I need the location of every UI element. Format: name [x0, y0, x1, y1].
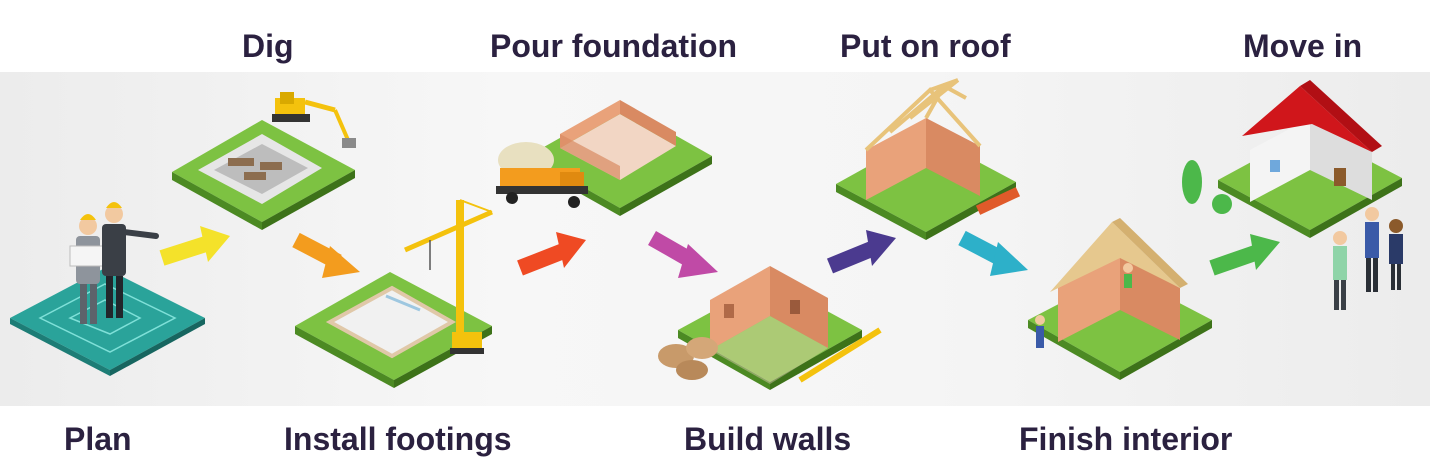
excavator-icon	[172, 92, 356, 230]
cement-mixer-icon	[496, 100, 712, 216]
brick-walls-icon	[658, 266, 882, 390]
step-label-pour-foundation: Pour foundation	[490, 28, 738, 64]
arrow-5	[826, 240, 878, 274]
step-label-install-footings: Install footings	[284, 421, 512, 457]
step-label-finish-interior: Finish interior	[1019, 421, 1233, 457]
step-label-put-on-roof: Put on roof	[840, 28, 1011, 64]
arrow-7	[1209, 244, 1261, 276]
roof-frame-icon	[836, 78, 1021, 240]
step-label-move-in: Move in	[1243, 28, 1363, 64]
house-icon	[1028, 218, 1212, 380]
arrow-3	[517, 242, 569, 276]
step-label-dig: Dig	[242, 28, 294, 64]
arrow-1	[159, 234, 215, 266]
people-icon	[1182, 80, 1403, 310]
step-label-build-walls: Build walls	[684, 421, 852, 457]
crane-icon	[295, 199, 494, 388]
step-label-plan: Plan	[64, 421, 132, 457]
architects-plan-icon	[10, 202, 205, 376]
